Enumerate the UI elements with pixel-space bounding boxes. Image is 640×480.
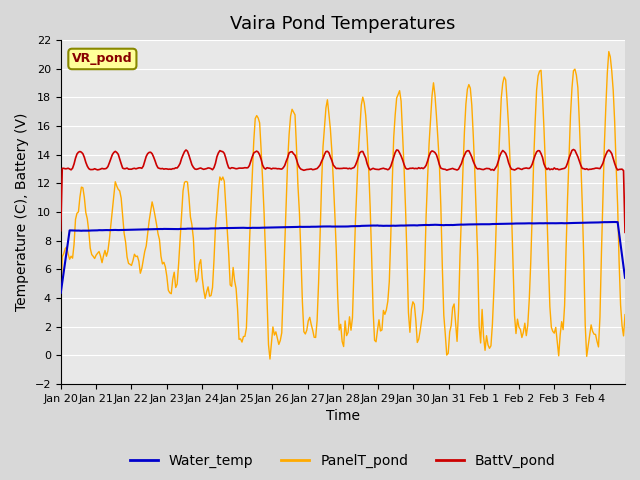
Text: VR_pond: VR_pond — [72, 52, 132, 65]
X-axis label: Time: Time — [326, 409, 360, 423]
Title: Vaira Pond Temperatures: Vaira Pond Temperatures — [230, 15, 456, 33]
Legend: Water_temp, PanelT_pond, BattV_pond: Water_temp, PanelT_pond, BattV_pond — [125, 448, 561, 473]
Y-axis label: Temperature (C), Battery (V): Temperature (C), Battery (V) — [15, 113, 29, 311]
